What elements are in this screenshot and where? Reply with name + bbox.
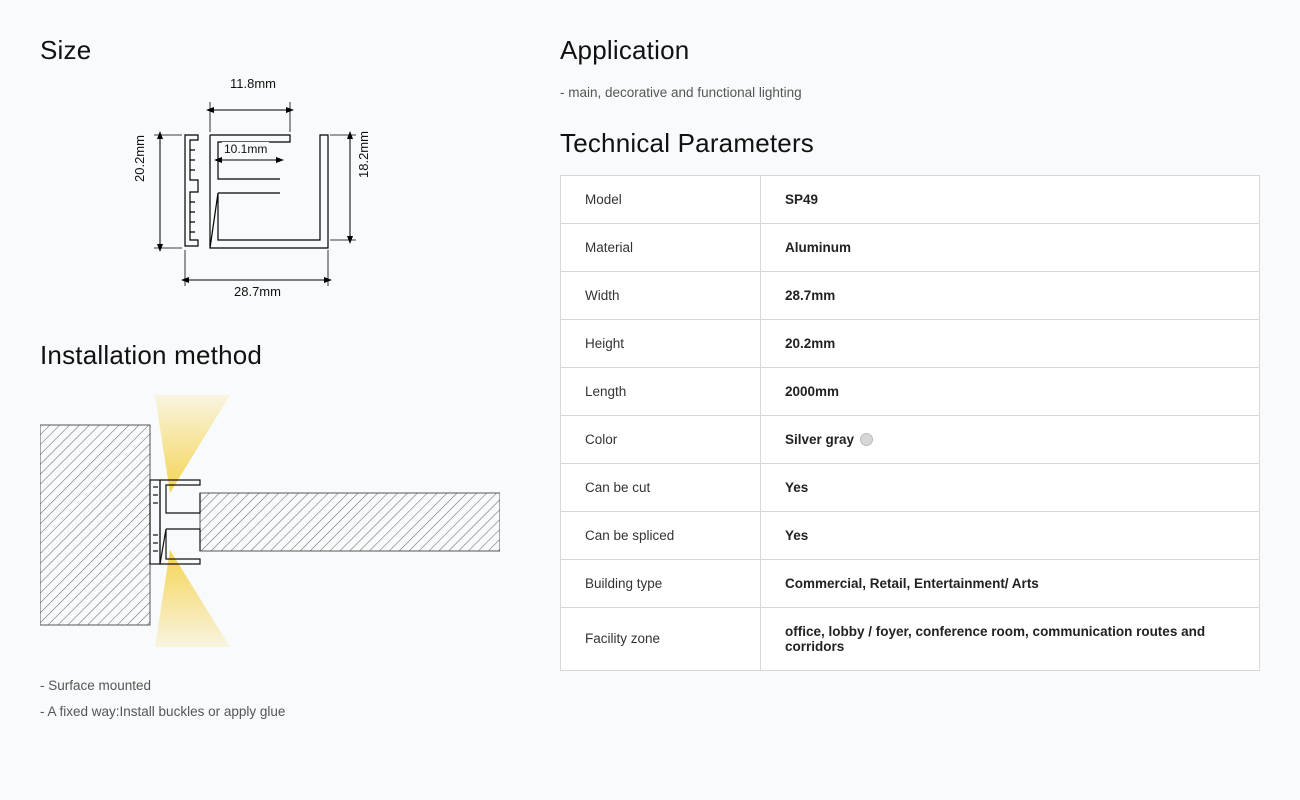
param-value: 20.2mm xyxy=(761,319,1260,367)
table-row: ModelSP49 xyxy=(561,175,1260,223)
param-value: 2000mm xyxy=(761,367,1260,415)
param-value: Aluminum xyxy=(761,223,1260,271)
install-note-1: - Surface mounted xyxy=(40,673,500,699)
table-row: Can be splicedYes xyxy=(561,511,1260,559)
param-value: Yes xyxy=(761,511,1260,559)
param-label: Width xyxy=(561,271,761,319)
param-value: office, lobby / foyer, conference room, … xyxy=(761,607,1260,670)
install-svg xyxy=(40,385,500,655)
install-note-2: - A fixed way:Install buckles or apply g… xyxy=(40,699,500,725)
tech-params-table: ModelSP49MaterialAluminumWidth28.7mmHeig… xyxy=(560,175,1260,671)
param-label: Color xyxy=(561,415,761,463)
param-value: Commercial, Retail, Entertainment/ Arts xyxy=(761,559,1260,607)
application-text: - main, decorative and functional lighti… xyxy=(560,80,1260,106)
size-heading: Size xyxy=(40,35,500,66)
param-value: SP49 xyxy=(761,175,1260,223)
dim-top: 11.8mm xyxy=(228,76,278,91)
param-label: Length xyxy=(561,367,761,415)
dim-inner: 10.1mm xyxy=(222,142,269,156)
install-diagram xyxy=(40,385,500,655)
param-label: Height xyxy=(561,319,761,367)
param-label: Building type xyxy=(561,559,761,607)
table-row: ColorSilver gray xyxy=(561,415,1260,463)
dim-bottom: 28.7mm xyxy=(232,284,283,299)
param-value: Yes xyxy=(761,463,1260,511)
param-label: Material xyxy=(561,223,761,271)
table-row: Facility zoneoffice, lobby / foyer, conf… xyxy=(561,607,1260,670)
param-label: Facility zone xyxy=(561,607,761,670)
dim-right: 18.2mm xyxy=(356,129,371,180)
param-value: Silver gray xyxy=(761,415,1260,463)
application-heading: Application xyxy=(560,35,1260,66)
param-value: 28.7mm xyxy=(761,271,1260,319)
table-row: Can be cutYes xyxy=(561,463,1260,511)
install-heading: Installation method xyxy=(40,340,500,371)
table-row: Building typeCommercial, Retail, Enterta… xyxy=(561,559,1260,607)
table-row: MaterialAluminum xyxy=(561,223,1260,271)
color-swatch xyxy=(860,433,873,446)
param-label: Can be spliced xyxy=(561,511,761,559)
table-row: Length2000mm xyxy=(561,367,1260,415)
tech-heading: Technical Parameters xyxy=(560,128,1260,159)
param-label: Model xyxy=(561,175,761,223)
table-row: Height20.2mm xyxy=(561,319,1260,367)
dim-left: 20.2mm xyxy=(132,133,147,184)
size-diagram: 11.8mm 10.1mm 20.2mm 18.2mm 28.7mm xyxy=(120,80,380,320)
install-notes: - Surface mounted - A fixed way:Install … xyxy=(40,673,500,724)
param-label: Can be cut xyxy=(561,463,761,511)
table-row: Width28.7mm xyxy=(561,271,1260,319)
